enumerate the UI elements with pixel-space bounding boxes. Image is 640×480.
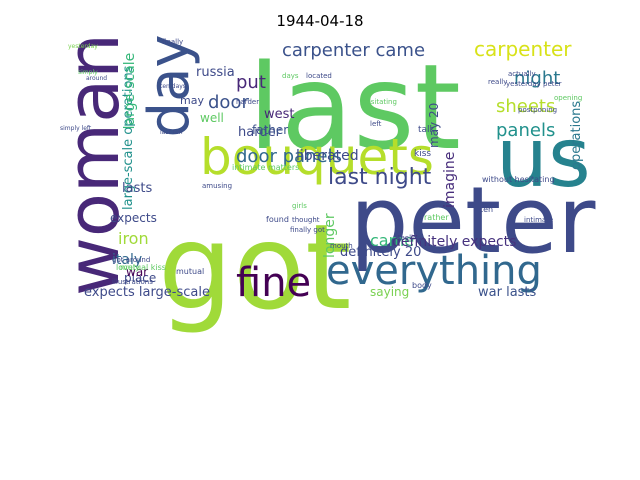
word-father: father	[252, 123, 288, 137]
word-lovely: lovely	[116, 263, 140, 272]
word-thought: thought	[292, 216, 320, 224]
word-harder: harder	[236, 98, 259, 106]
word-expects-large-scale: expects large-scale	[84, 285, 210, 300]
word-iron: iron	[118, 229, 149, 248]
word-hesitating: hesitating	[362, 98, 397, 106]
word-carpenter-came: carpenter came	[282, 40, 425, 61]
word-carpenter: carpenter	[474, 37, 572, 61]
word-night: night	[514, 68, 560, 89]
word-saying: saying	[370, 285, 409, 299]
word-last-ten: last ten	[160, 129, 183, 136]
word-put: put	[236, 72, 266, 93]
word-simply-left: simply left	[60, 125, 92, 132]
word-intimate-matters: intimate matters	[232, 163, 299, 172]
word-kiss: kiss	[414, 149, 431, 159]
word-west: west	[264, 107, 295, 122]
word-found: found	[266, 215, 289, 224]
word-peter: peter	[350, 167, 596, 274]
word-may-20: may 20	[427, 103, 441, 148]
word-russia: russia	[196, 65, 235, 80]
word-definitely-expects: definitely expects	[392, 234, 516, 250]
word-days: days	[282, 72, 299, 80]
word-war: war	[126, 265, 148, 279]
word-intimate: intimate	[524, 216, 553, 224]
word-finally: finally	[162, 38, 183, 46]
word-well: well	[200, 111, 224, 125]
word-bouquets: bouquets	[200, 128, 434, 186]
word-rather: rather	[424, 213, 449, 222]
word-body: body	[412, 281, 432, 290]
word-expects: expects	[110, 211, 157, 225]
word-day: day	[137, 34, 202, 137]
word-mutual: mutual	[176, 267, 204, 276]
word-ten: ten	[480, 205, 493, 214]
word-simply: simply	[78, 69, 98, 76]
word-place: place	[124, 271, 156, 285]
word-definitely-20: definitely 20	[340, 245, 421, 260]
word-finally-got: finally got	[290, 226, 325, 234]
word-last-night: last night	[328, 165, 432, 190]
word-got-around: got around	[112, 256, 150, 264]
word-large-scale: large-scale	[122, 53, 138, 130]
word-lasts: lasts	[122, 181, 152, 196]
word-imagine: imagine	[442, 152, 458, 208]
word-opening: opening	[554, 94, 582, 102]
word-without-hesitating: without hesitating	[482, 175, 555, 184]
word-door-panels: door panels	[236, 146, 342, 167]
word-girls: girls	[292, 202, 307, 210]
word-everything: everything	[326, 248, 542, 294]
word-located: located	[306, 72, 332, 80]
chart-title: 1944-04-18	[276, 12, 364, 30]
word-may: may	[180, 94, 204, 107]
word-sheets: sheets	[496, 96, 555, 117]
word-illustrations: illustrations	[112, 278, 153, 286]
word-feeling: feeling	[398, 234, 422, 242]
word-actually: actually	[508, 70, 536, 78]
word-italy: italy	[112, 252, 142, 268]
word-yesterday: yesterday	[68, 43, 98, 50]
word-mouth: mouth	[330, 242, 353, 250]
word-us: us	[496, 111, 591, 206]
word-came: came	[370, 231, 414, 250]
word-amusing: amusing	[202, 182, 232, 190]
word-left: left	[370, 120, 382, 128]
word-yesterday-peter: yesterday peter	[506, 80, 562, 88]
word-longer: longer	[322, 213, 338, 258]
word-woman: woman	[51, 33, 135, 296]
word-last: last	[248, 38, 461, 176]
word-war-lasts: war lasts	[478, 285, 537, 300]
word-postponing: postponing	[518, 106, 557, 114]
word-panels: panels	[496, 120, 555, 141]
word-operations: operations	[569, 101, 584, 170]
word-fine: fine	[236, 260, 311, 306]
word-ten-days: ten days	[160, 83, 186, 90]
word-talk: talk	[418, 125, 436, 135]
word-really: really	[488, 78, 507, 86]
word-mutual-kiss: mutual kiss	[120, 263, 166, 272]
word-harder: harder	[238, 125, 282, 140]
word-large-scale-operations: large-scale operations	[121, 65, 136, 210]
word-around: around	[86, 75, 107, 82]
word-door: door	[208, 92, 249, 113]
word-got: got	[158, 198, 351, 336]
word-liberated: liberated	[296, 148, 359, 164]
